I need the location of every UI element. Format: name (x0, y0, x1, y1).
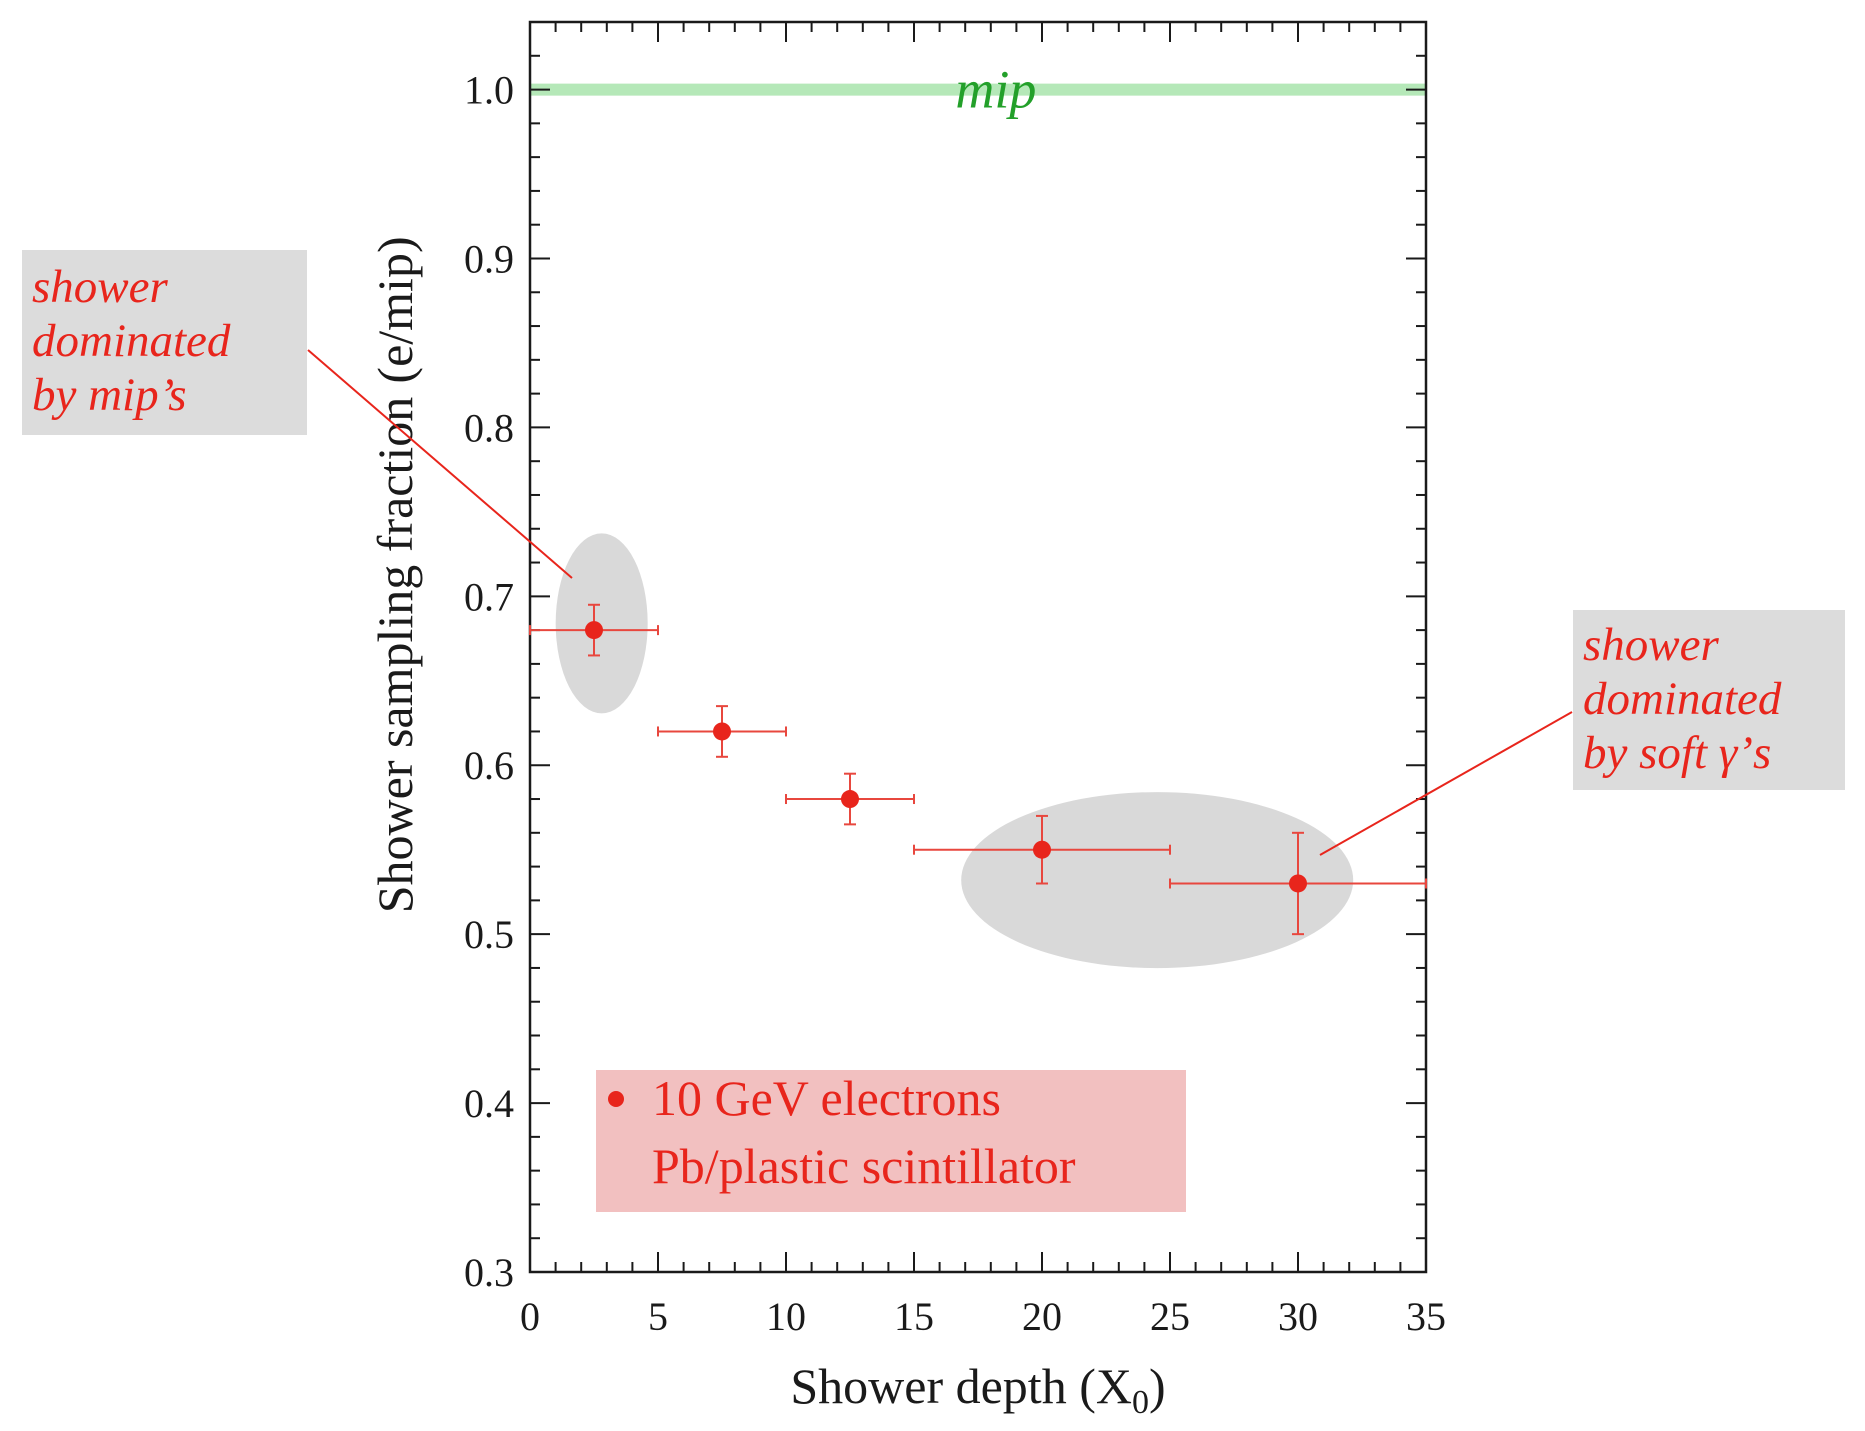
y-axis-ticks: 0.3 0.4 0.5 0.6 0.7 0.8 0.9 1.0 (464, 21, 1426, 1295)
legend-label-1: 10 GeV electrons (652, 1070, 1001, 1126)
legend-background (596, 1070, 1186, 1212)
y-tick-label: 0.7 (464, 574, 514, 619)
y-tick-label: 0.6 (464, 743, 514, 788)
highlight-ellipse-mip (555, 533, 648, 714)
y-axis-unit: (e/mip) (367, 236, 423, 383)
y-tick-label: 0.9 (464, 236, 514, 281)
annotation-box-mip (22, 250, 307, 435)
x-tick-label: 30 (1278, 1294, 1318, 1339)
mip-reference-label: mip (955, 60, 1036, 120)
annotation-soft-gamma-line-3: by soft γ’s (1583, 727, 1771, 779)
y-axis-title: Shower sampling fraction (367, 397, 423, 914)
legend-label-2: Pb/plastic scintillator (652, 1138, 1076, 1194)
annotation-mip-line-3: by mip’s (32, 369, 187, 421)
x-axis-title-subscript: 0 (1132, 1384, 1149, 1421)
x-tick-label: 20 (1022, 1294, 1062, 1339)
annotation-soft-gamma-line-2: dominated (1583, 673, 1782, 725)
data-point-2 (713, 722, 731, 741)
data-point-4 (1033, 840, 1051, 859)
data-point-5 (1289, 874, 1307, 893)
x-axis-title-main: Shower depth (X (790, 1358, 1132, 1414)
data-series (529, 603, 1427, 936)
annotation-soft-gamma-line-1: shower (1583, 619, 1720, 671)
y-tick-label: 0.8 (464, 405, 514, 450)
y-tick-label: 0.4 (464, 1081, 514, 1126)
x-tick-label: 25 (1150, 1294, 1190, 1339)
annotation-mip-line-1: shower (32, 261, 169, 313)
x-tick-label: 15 (894, 1294, 934, 1339)
mip-reference: mip (530, 60, 1426, 120)
y-tick-label: 1.0 (464, 68, 514, 113)
x-tick-label: 5 (648, 1294, 668, 1339)
plot-border (528, 20, 1428, 1274)
highlight-ellipses (555, 533, 1354, 969)
legend-marker (608, 1091, 624, 1107)
data-point-3 (841, 790, 859, 809)
highlight-ellipse-soft-gamma (961, 792, 1354, 969)
data-point-1 (585, 621, 603, 640)
annotation-mip-line-2: dominated (32, 315, 231, 367)
annotation-leader-soft-gamma (1319, 711, 1573, 856)
x-axis-title-suffix: ) (1149, 1358, 1166, 1414)
annotation-leader-mip (307, 349, 573, 579)
x-tick-label: 0 (520, 1294, 540, 1339)
x-tick-label: 10 (766, 1294, 806, 1339)
x-axis-ticks: 0 5 10 15 20 25 30 35 (520, 22, 1446, 1339)
y-tick-label: 0.5 (464, 912, 514, 957)
annotation-box-soft-gamma (1573, 610, 1845, 790)
legend: 10 GeV electrons Pb/plastic scintillator (596, 1070, 1186, 1212)
x-axis-title: Shower depth (X0) (790, 1358, 1165, 1421)
plot-frame (528, 20, 1428, 1274)
y-tick-label: 0.3 (464, 1250, 514, 1295)
x-tick-label: 35 (1406, 1294, 1446, 1339)
